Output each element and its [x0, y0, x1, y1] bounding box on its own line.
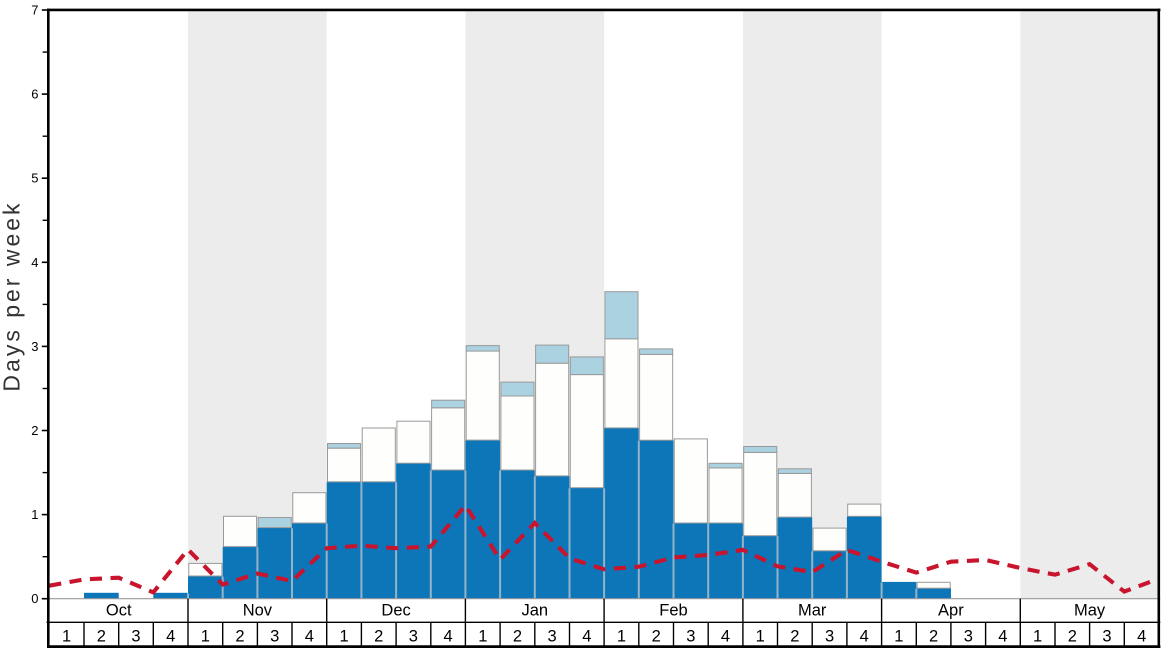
- svg-text:Oct: Oct: [106, 602, 132, 620]
- svg-text:1: 1: [617, 628, 626, 646]
- svg-text:4: 4: [305, 628, 314, 646]
- svg-text:4: 4: [998, 628, 1007, 646]
- svg-text:2: 2: [97, 628, 106, 646]
- svg-text:4: 4: [444, 628, 453, 646]
- svg-text:2: 2: [1068, 628, 1077, 646]
- svg-text:May: May: [1074, 602, 1106, 620]
- svg-text:1: 1: [31, 507, 38, 522]
- svg-text:4: 4: [31, 255, 38, 270]
- svg-text:Apr: Apr: [938, 602, 964, 620]
- svg-text:4: 4: [721, 628, 730, 646]
- svg-text:3: 3: [270, 628, 279, 646]
- svg-text:Feb: Feb: [659, 602, 687, 620]
- svg-text:3: 3: [686, 628, 695, 646]
- svg-text:3: 3: [548, 628, 557, 646]
- svg-text:0: 0: [31, 591, 38, 606]
- svg-text:2: 2: [374, 628, 383, 646]
- svg-text:2: 2: [31, 423, 38, 438]
- svg-text:3: 3: [131, 628, 140, 646]
- svg-text:1: 1: [340, 628, 349, 646]
- svg-text:1: 1: [756, 628, 765, 646]
- svg-text:4: 4: [860, 628, 869, 646]
- svg-text:1: 1: [894, 628, 903, 646]
- svg-text:4: 4: [166, 628, 175, 646]
- svg-text:2: 2: [790, 628, 799, 646]
- svg-text:Days per week: Days per week: [0, 200, 25, 391]
- svg-text:5: 5: [31, 171, 38, 186]
- svg-text:Mar: Mar: [798, 602, 827, 620]
- svg-text:2: 2: [513, 628, 522, 646]
- svg-text:2: 2: [929, 628, 938, 646]
- svg-text:Jan: Jan: [521, 602, 548, 620]
- svg-text:3: 3: [409, 628, 418, 646]
- svg-text:3: 3: [964, 628, 973, 646]
- svg-text:2: 2: [652, 628, 661, 646]
- svg-text:3: 3: [31, 339, 38, 354]
- svg-text:1: 1: [201, 628, 210, 646]
- svg-text:2: 2: [235, 628, 244, 646]
- svg-text:7: 7: [31, 3, 38, 18]
- svg-text:1: 1: [62, 628, 71, 646]
- svg-text:Dec: Dec: [381, 602, 410, 620]
- svg-text:3: 3: [825, 628, 834, 646]
- svg-text:4: 4: [1137, 628, 1146, 646]
- svg-text:3: 3: [1102, 628, 1111, 646]
- svg-text:1: 1: [1033, 628, 1042, 646]
- svg-text:1: 1: [478, 628, 487, 646]
- svg-text:Nov: Nov: [243, 602, 273, 620]
- svg-text:4: 4: [582, 628, 591, 646]
- svg-text:6: 6: [31, 87, 38, 102]
